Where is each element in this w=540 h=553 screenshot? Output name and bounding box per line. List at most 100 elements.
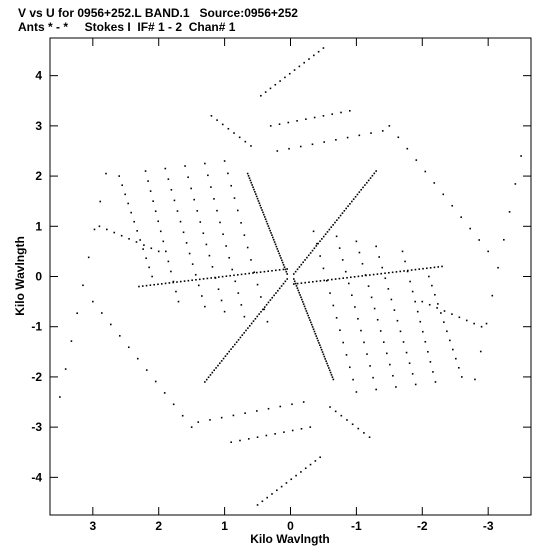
data-point [422,267,424,270]
data-point [254,193,257,195]
data-point [128,238,130,240]
data-point [402,341,405,343]
y-axis-label: Kilo Wavlngth [13,236,27,316]
data-point [99,200,102,203]
data-point [393,309,396,311]
data-point [291,429,294,432]
data-point [222,233,224,236]
data-point [265,434,268,437]
data-point [326,231,329,233]
data-point [414,268,417,271]
data-point [331,376,334,378]
data-point [304,467,307,470]
data-point [279,254,281,257]
data-point [322,115,325,117]
data-point [193,198,195,201]
data-point [256,504,259,506]
data-point [299,294,301,296]
data-point [260,310,262,313]
data-point [149,190,152,192]
data-point [297,289,300,292]
y-tick-label: 0 [35,270,42,284]
data-point [210,277,212,279]
data-point [307,314,309,317]
data-point [263,270,266,273]
data-point [109,323,112,326]
data-point [227,172,229,175]
data-point [106,228,108,231]
data-point [399,270,402,273]
data-point [310,323,313,326]
data-point [345,354,348,356]
data-point [312,230,315,233]
data-point [514,183,517,185]
data-point [396,319,399,322]
data-point [443,310,446,312]
data-point [159,230,162,233]
data-point [315,335,318,337]
data-point [238,136,241,139]
data-point [250,181,253,184]
data-point [391,271,394,274]
data-point [371,174,374,177]
data-point [304,281,306,284]
data-point [508,211,511,213]
data-point [318,342,320,344]
data-point [379,330,382,332]
data-point [101,312,103,314]
data-point [411,373,414,375]
plot-frame [49,37,532,516]
data-point [230,184,232,187]
data-point [416,310,419,313]
data-point [127,346,130,349]
data-point [370,132,372,134]
data-point [244,273,247,275]
data-point [217,276,220,278]
data-point [503,238,505,241]
data-point [292,278,295,280]
data-point [105,172,107,175]
y-tick-label: -1 [31,320,42,334]
data-point [306,256,308,259]
data-point [341,259,344,261]
data-point [403,270,405,272]
data-point [319,280,322,282]
data-point [329,406,331,408]
data-point [259,204,262,207]
data-point [207,174,209,177]
data-point [337,217,340,219]
data-point [240,222,242,224]
data-point [206,277,209,280]
data-point [369,365,371,367]
axis-ticks: 3 2 1 0 -1 -2 -3 4 3 2 1 0 -1 -2 -3 -4 [31,38,531,533]
data-point [282,282,285,285]
data-point [424,170,427,173]
data-point [234,280,237,283]
data-point [317,242,319,245]
data-point [384,272,386,275]
data-point [414,383,417,386]
data-point [256,197,259,200]
data-point [179,220,182,223]
data-point [339,214,342,217]
data-point [280,485,283,488]
data-point [154,380,157,383]
data-point [255,271,258,274]
data-point [87,256,90,259]
data-point [213,369,216,372]
data-point [346,136,349,139]
data-point [406,270,409,273]
data-point [280,257,282,259]
data-point [151,275,153,278]
data-point [135,241,138,243]
data-point [292,273,295,275]
data-point [176,210,179,212]
data-point [223,160,226,162]
data-point [267,301,270,304]
data-point [196,210,199,212]
data-point [232,346,234,348]
data-point [360,188,362,191]
x-tick-label: 0 [287,519,294,533]
data-point [436,307,438,309]
data-point [275,292,277,294]
